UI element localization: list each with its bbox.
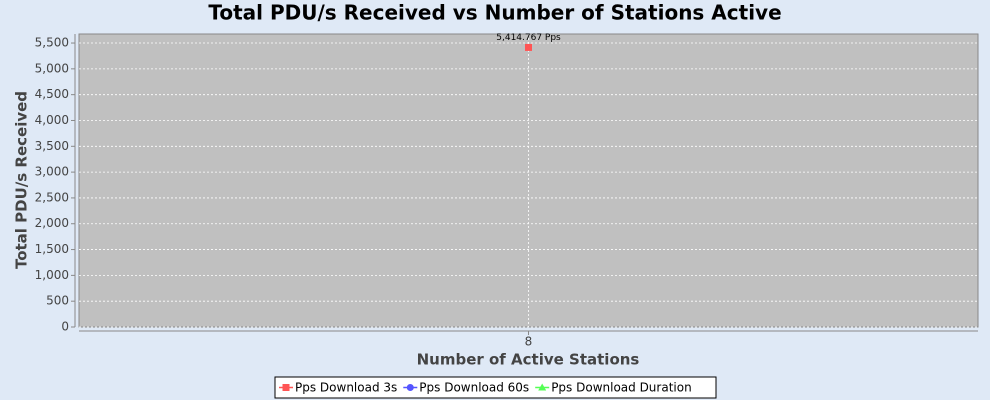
- x-axis-label: Number of Active Stations: [417, 351, 640, 369]
- y-tick-label: 2,000: [35, 216, 69, 230]
- legend-label: Pps Download Duration: [551, 381, 692, 395]
- data-label: 5,414.767 Pps: [496, 33, 561, 43]
- chart-title: Total PDU/s Received vs Number of Statio…: [208, 1, 781, 25]
- y-tick-label: 500: [46, 294, 69, 308]
- y-tick-label: 4,000: [35, 113, 69, 127]
- y-tick-label: 4,500: [35, 87, 69, 101]
- x-tick-label: 8: [525, 335, 533, 349]
- legend-marker: [538, 383, 547, 391]
- y-tick-label: 2,500: [35, 190, 69, 204]
- legend: [274, 376, 717, 399]
- data-point: [525, 43, 532, 51]
- y-tick-label: 1,000: [35, 268, 69, 282]
- y-tick-label: 5,500: [35, 36, 69, 50]
- legend-label: Pps Download 3s: [295, 381, 397, 395]
- y-tick-label: 3,000: [35, 165, 69, 179]
- y-axis-label: Total PDU/s Received: [13, 91, 31, 269]
- legend-marker: [282, 384, 290, 391]
- y-tick-label: 1,500: [35, 242, 69, 256]
- y-tick-label: 5,000: [35, 61, 69, 75]
- y-tick-label: 0: [61, 320, 69, 334]
- y-tick-label: 3,500: [35, 139, 69, 153]
- legend-label: Pps Download 60s: [419, 381, 529, 395]
- legend-marker: [406, 384, 414, 391]
